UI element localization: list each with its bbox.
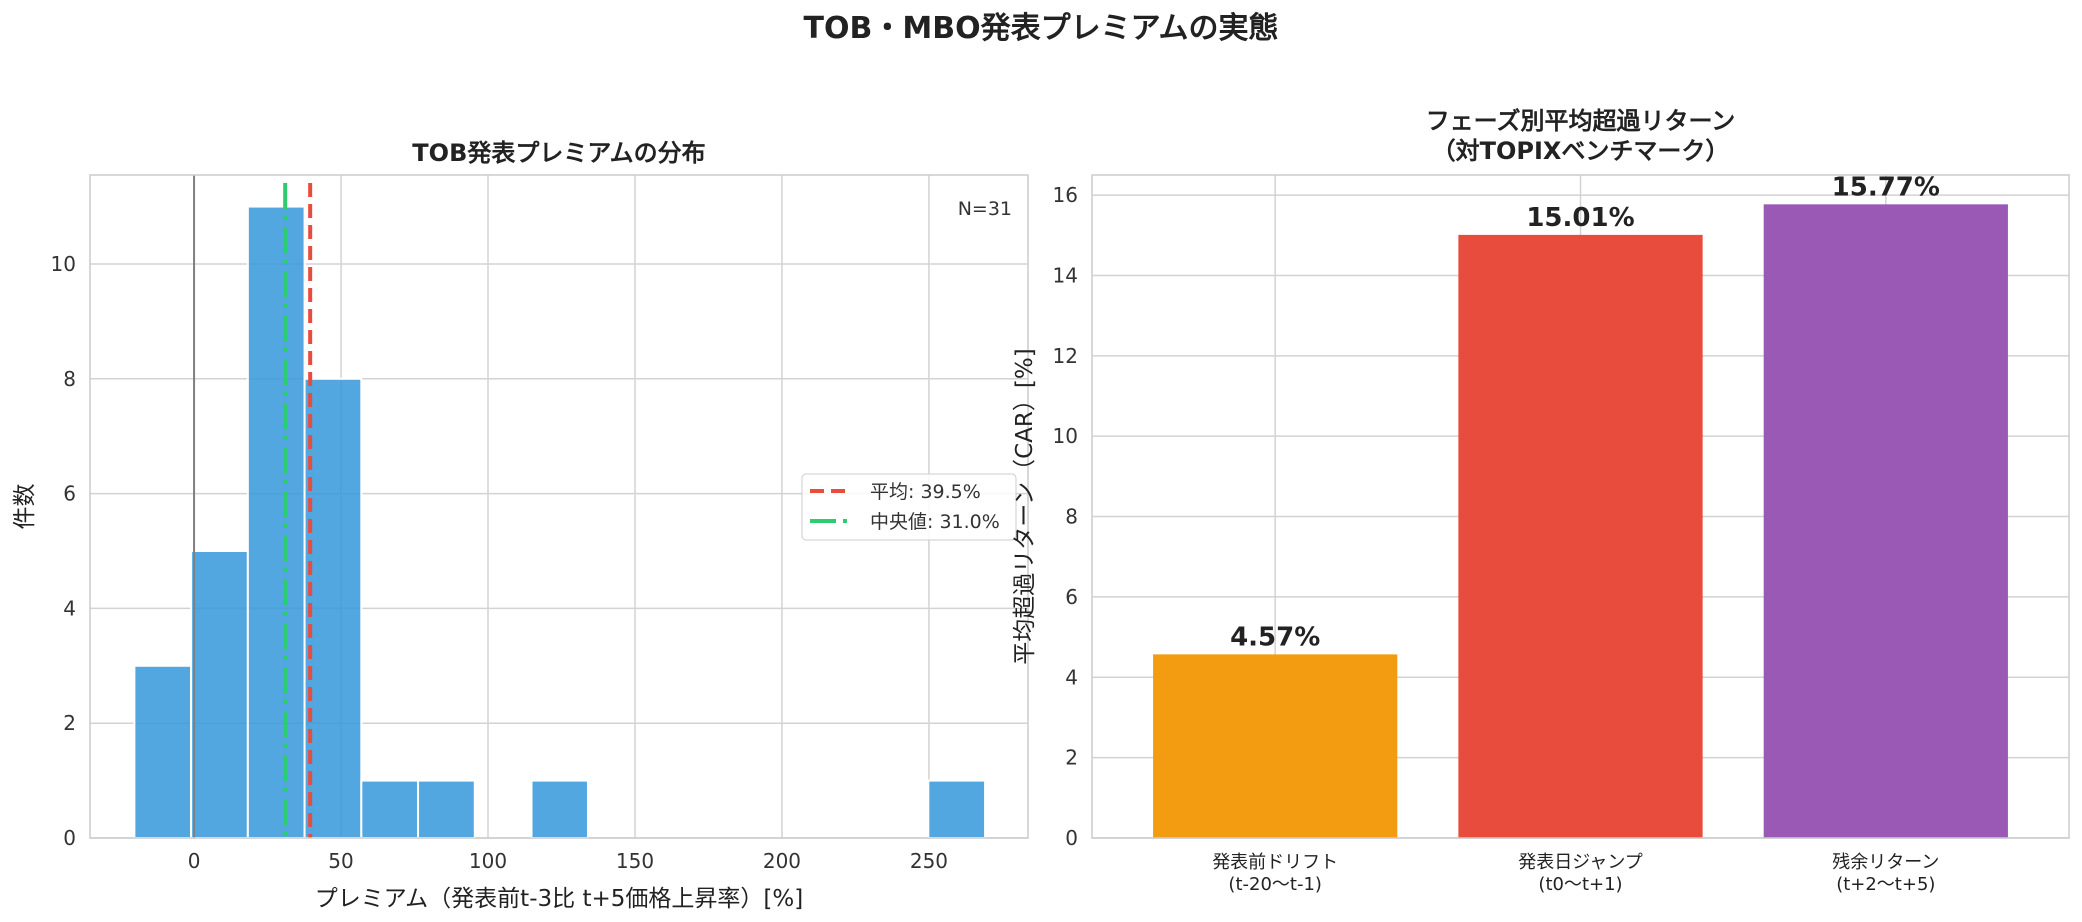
bar-data-label: 4.57% [1230,622,1320,652]
x-tick-label: (t-20〜t-1) [1228,874,1322,895]
histogram-chart: 0 50 100 150 200 250 0 2 4 6 8 10 TOB発表プレミアムの分布プレミアム… [12,139,1029,912]
x-tick-label: 250 [910,849,948,873]
y-tick-label: 0 [1065,826,1078,850]
x-axis-label: プレミアム（発表前t-3比 t+5価格上昇率）[%] [315,886,803,912]
bar [1458,234,1703,838]
y-tick-label: 8 [63,367,76,391]
y-tick-label: 2 [63,711,76,735]
histogram-bar [927,779,987,840]
legend-mean-label: 平均: 39.5% [870,481,981,503]
legend-median-label: 中央値: 31.0% [870,511,1000,533]
chart-title: フェーズ別平均超過リターン [1426,107,1736,135]
x-tick-label: 150 [616,849,654,873]
y-tick-label: 16 [1053,183,1078,207]
x-tick-label: 200 [763,849,801,873]
bar [1763,204,2008,838]
bar-data-label: 15.77% [1832,172,1940,202]
histogram-bar [530,779,589,840]
x-tick-label: 発表日ジャンプ [1518,852,1643,873]
x-tick-label: 100 [469,849,507,873]
histogram-bar [360,779,420,840]
chart-title: TOB発表プレミアムの分布 [412,139,705,167]
y-axis-label: 平均超過リターン（CAR）[%] [1012,348,1038,664]
histogram-bar [246,205,306,840]
x-tick-label: (t+2〜t+5) [1836,874,1935,895]
y-tick-label: 6 [1065,585,1078,609]
x-tick-label: 残余リターン [1832,852,1939,873]
chart-title: （対TOPIXベンチマーク） [1432,137,1730,165]
y-axis-label: 件数 [12,484,38,530]
histogram-bar [417,779,476,840]
y-tick-label: 2 [1065,746,1078,770]
histogram-bar [133,664,193,840]
sample-size-annotation: N=31 [958,198,1012,220]
y-tick-label: 4 [1065,665,1078,689]
y-tick-label: 10 [51,252,76,276]
histogram-bar [303,377,363,839]
plot-frame [89,174,1029,839]
histogram-bar [190,549,249,839]
x-tick-label: (t0〜t+1) [1538,874,1622,895]
plot-frame [1091,174,2070,839]
y-tick-label: 6 [63,482,76,506]
y-tick-label: 8 [1065,505,1078,529]
bar [1153,654,1398,838]
y-tick-label: 14 [1053,263,1078,287]
legend: 平均: 39.5% 中央値: 31.0% [801,473,1017,541]
x-tick-label: 50 [328,849,353,873]
x-tick-label: 発表前ドリフト [1212,852,1338,873]
legend-frame [801,473,1017,541]
bar-chart: 0 2 4 6 8 10 12 14 16 4.57% 発表前ドリフト(t-20〜t-1) 15.01… [1012,107,2070,895]
y-tick-label: 10 [1053,424,1078,448]
figure-title: TOB・MBO発表プレミアムの実態 [804,11,1279,46]
bar-data-label: 15.01% [1526,203,1634,233]
y-tick-label: 0 [63,826,76,850]
y-tick-label: 12 [1053,344,1078,368]
x-tick-label: 0 [188,849,201,873]
y-tick-label: 4 [63,596,76,620]
